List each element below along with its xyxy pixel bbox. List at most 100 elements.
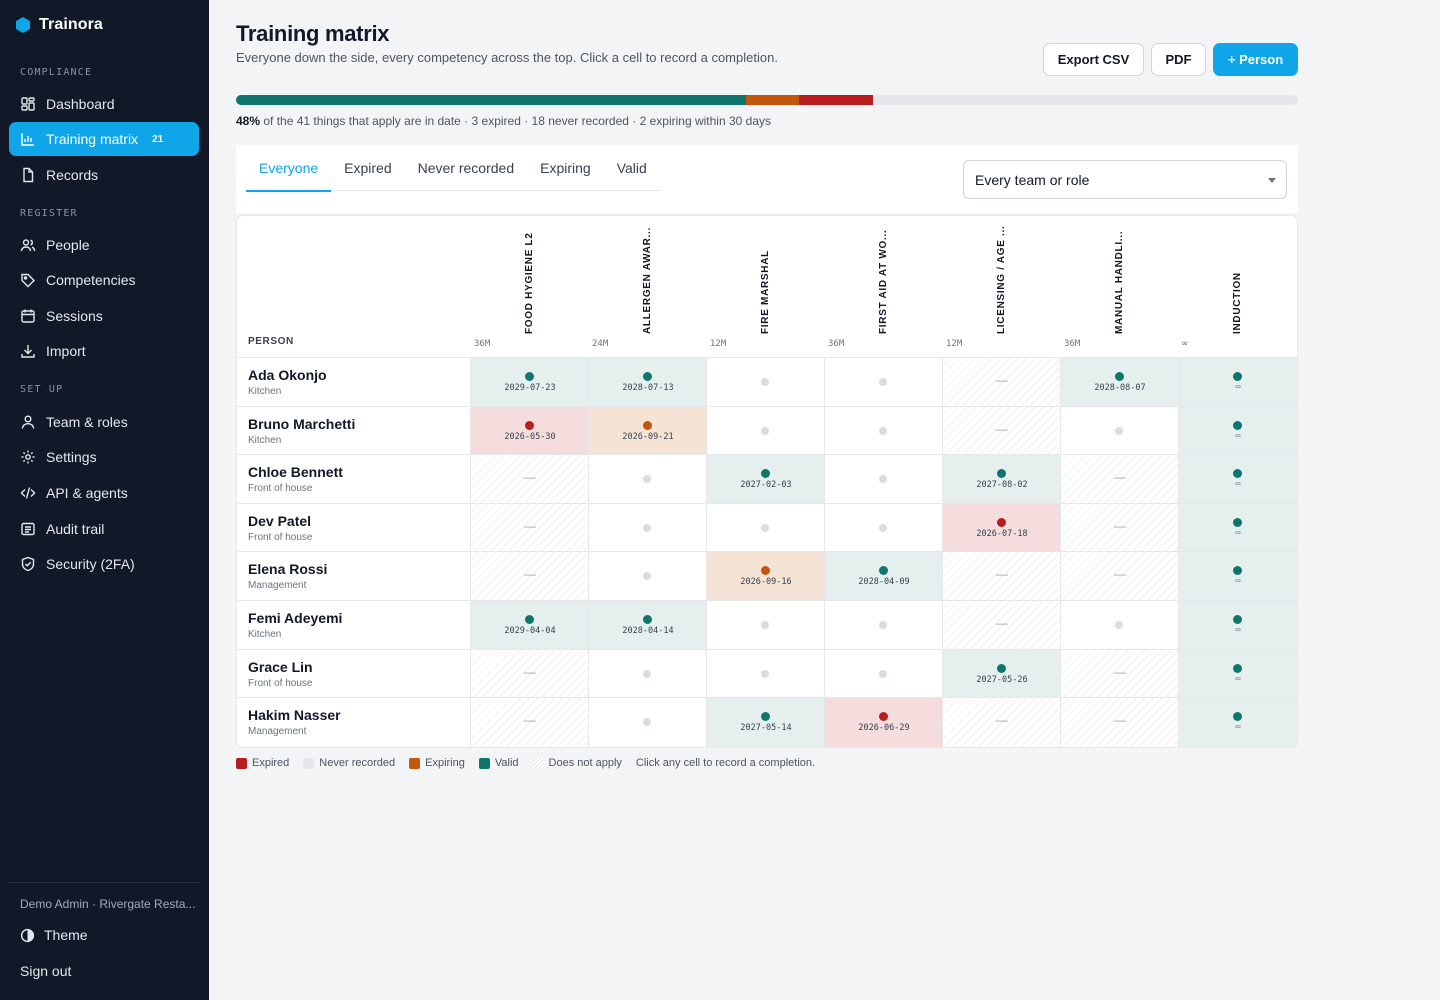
person-cell[interactable]: Bruno Marchetti Kitchen (237, 406, 471, 455)
column-header[interactable]: INDUCTION ∞ (1179, 216, 1297, 358)
matrix-cell-na[interactable]: — (471, 455, 589, 503)
matrix-cell-na[interactable]: — (943, 406, 1061, 455)
matrix-cell-none[interactable] (825, 358, 943, 406)
matrix-cell-valid[interactable]: 2028-08-07 (1061, 358, 1179, 406)
matrix-cell-expired[interactable]: 2026-05-30 (471, 406, 589, 455)
matrix-cell-none[interactable] (707, 601, 825, 649)
person-cell[interactable]: Ada Okonjo Kitchen (237, 358, 471, 406)
matrix-cell-na[interactable]: — (1061, 503, 1179, 552)
column-header[interactable]: FIRE MARSHAL 12M (707, 216, 825, 358)
matrix-cell-valid[interactable]: ∞ (1179, 601, 1297, 649)
theme-toggle[interactable]: Theme (20, 927, 88, 943)
none-dot-icon (879, 378, 887, 386)
tab-expiring[interactable]: Expiring (540, 160, 591, 176)
person-cell[interactable]: Dev Patel Front of house (237, 503, 471, 552)
matrix-cell-none[interactable] (825, 503, 943, 552)
person-cell[interactable]: Hakim Nasser Management (237, 698, 471, 747)
matrix-cell-none[interactable] (589, 698, 707, 747)
expiry-date: ∞ (1235, 430, 1241, 440)
sidebar-item-competencies[interactable]: Competencies (9, 263, 199, 297)
matrix-cell-na[interactable]: — (943, 601, 1061, 649)
matrix-cell-none[interactable] (825, 455, 943, 503)
tab-everyone[interactable]: Everyone (246, 145, 332, 192)
column-header[interactable]: ALLERGEN AWAR... 24M (589, 216, 707, 358)
sidebar-item-api-agents[interactable]: API & agents (9, 476, 199, 510)
sidebar-item-settings[interactable]: Settings (9, 440, 199, 474)
person-cell[interactable]: Femi Adeyemi Kitchen (237, 601, 471, 649)
sidebar-item-records[interactable]: Records (9, 158, 199, 192)
column-header[interactable]: FOOD HYGIENE L2 36M (471, 216, 589, 358)
matrix-cell-valid[interactable]: 2027-05-14 (707, 698, 825, 747)
pdf-button[interactable]: PDF (1151, 43, 1206, 76)
matrix-cell-none[interactable] (707, 503, 825, 552)
matrix-cell-valid[interactable]: ∞ (1179, 503, 1297, 552)
matrix-cell-none[interactable] (589, 503, 707, 552)
matrix-cell-valid[interactable]: 2027-08-02 (943, 455, 1061, 503)
column-header[interactable]: LICENSING / AGE ... 12M (943, 216, 1061, 358)
matrix-cell-valid[interactable]: 2028-04-14 (589, 601, 707, 649)
matrix-cell-none[interactable] (825, 406, 943, 455)
matrix-cell-expired[interactable]: 2026-07-18 (943, 503, 1061, 552)
matrix-cell-valid[interactable]: ∞ (1179, 455, 1297, 503)
matrix-cell-none[interactable] (1061, 406, 1179, 455)
matrix-cell-none[interactable] (707, 406, 825, 455)
matrix-cell-expiring[interactable]: 2026-09-16 (707, 552, 825, 600)
sidebar-item-team-roles[interactable]: Team & roles (9, 405, 199, 439)
matrix-cell-na[interactable]: — (1061, 552, 1179, 600)
expired-dot-icon (997, 517, 1006, 527)
add-person-button[interactable]: + Person (1213, 43, 1298, 76)
matrix-cell-valid[interactable]: 2027-05-26 (943, 649, 1061, 698)
matrix-cell-none[interactable] (589, 552, 707, 600)
matrix-cell-na[interactable]: — (1061, 649, 1179, 698)
sidebar-item-dashboard[interactable]: Dashboard (9, 87, 199, 121)
tab-never-recorded[interactable]: Never recorded (417, 160, 515, 176)
matrix-cell-none[interactable] (825, 649, 943, 698)
matrix-cell-na[interactable]: — (943, 698, 1061, 747)
matrix-cell-na[interactable]: — (1061, 455, 1179, 503)
matrix-cell-na[interactable]: — (471, 649, 589, 698)
tab-expired[interactable]: Expired (344, 160, 392, 176)
matrix-cell-none[interactable] (825, 601, 943, 649)
person-cell[interactable]: Chloe Bennett Front of house (237, 455, 471, 503)
matrix-cell-valid[interactable]: 2029-04-04 (471, 601, 589, 649)
matrix-cell-expired[interactable]: 2026-06-29 (825, 698, 943, 747)
matrix-cell-valid[interactable]: ∞ (1179, 649, 1297, 698)
sign-out-link[interactable]: Sign out (20, 963, 72, 979)
matrix-cell-valid[interactable]: ∞ (1179, 552, 1297, 600)
matrix-cell-valid[interactable]: 2027-02-03 (707, 455, 825, 503)
matrix-cell-na[interactable]: — (1061, 698, 1179, 747)
matrix-cell-na[interactable]: — (471, 698, 589, 747)
tab-valid[interactable]: Valid (616, 160, 647, 176)
matrix-cell-valid[interactable]: ∞ (1179, 406, 1297, 455)
matrix-cell-none[interactable] (1061, 601, 1179, 649)
person-cell[interactable]: Elena Rossi Management (237, 552, 471, 600)
matrix-cell-none[interactable] (707, 649, 825, 698)
sidebar-item-security[interactable]: Security (2FA) (9, 547, 199, 581)
sidebar-item-training-matrix[interactable]: Training matrix 21 (9, 122, 199, 156)
matrix-cell-valid[interactable]: 2029-07-23 (471, 358, 589, 406)
matrix-cell-na[interactable]: — (943, 358, 1061, 406)
export-csv-button[interactable]: Export CSV (1043, 43, 1144, 76)
column-header[interactable]: FIRST AID AT WO... 36M (825, 216, 943, 358)
matrix-cell-na[interactable]: — (471, 552, 589, 600)
sidebar-item-audit-trail[interactable]: Audit trail (9, 512, 199, 546)
sidebar-item-people[interactable]: People (9, 228, 199, 262)
column-header[interactable]: MANUAL HANDLI... 36M (1061, 216, 1179, 358)
table-row: Femi Adeyemi Kitchen 2029-04-04 2028-04-14 —… (237, 601, 1297, 650)
brand[interactable]: Trainora (16, 16, 103, 34)
matrix-cell-none[interactable] (589, 649, 707, 698)
matrix-cell-na[interactable]: — (943, 552, 1061, 600)
matrix-cell-expiring[interactable]: 2026-09-21 (589, 406, 707, 455)
matrix-cell-na[interactable]: — (471, 503, 589, 552)
person-cell[interactable]: Grace Lin Front of house (237, 649, 471, 698)
matrix-cell-valid[interactable]: ∞ (1179, 358, 1297, 406)
sidebar-item-sessions[interactable]: Sessions (9, 299, 199, 333)
matrix-cell-none[interactable] (589, 455, 707, 503)
valid-dot-icon (1233, 663, 1242, 673)
matrix-cell-valid[interactable]: 2028-07-13 (589, 358, 707, 406)
team-role-select[interactable]: Every team or role (963, 160, 1287, 199)
matrix-cell-valid[interactable]: ∞ (1179, 698, 1297, 747)
matrix-cell-none[interactable] (707, 358, 825, 406)
matrix-cell-valid[interactable]: 2028-04-09 (825, 552, 943, 600)
sidebar-item-import[interactable]: Import (9, 334, 199, 368)
